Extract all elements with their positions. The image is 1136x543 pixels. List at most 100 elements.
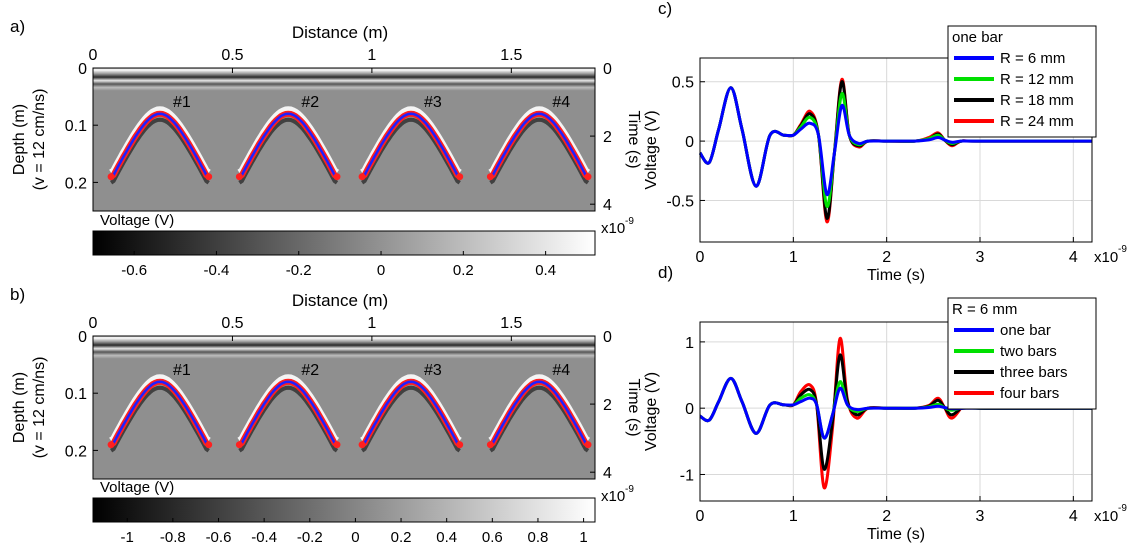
bar-label-1: #1: [173, 94, 191, 111]
y2-exponent-power: -9: [625, 484, 634, 495]
colorbar: [92, 230, 596, 256]
hyperbola-4-fit-blue: [489, 112, 589, 178]
hyperbola-3-end-right: [456, 441, 464, 449]
y2-tick-label: 4: [603, 465, 612, 482]
panel-label: a): [10, 17, 25, 36]
y2-axis-title: Time (s): [625, 110, 642, 168]
x-tick-label: 0: [89, 315, 98, 332]
hyperbola-4-end-left: [486, 441, 494, 449]
legend-label-1: one bar: [1000, 322, 1051, 339]
bar-label-3: #3: [424, 362, 442, 379]
y2-tick-label: 2: [603, 397, 612, 414]
y-tick-label: 0.1: [65, 386, 87, 403]
hyperbola-2-fit-blue: [238, 112, 338, 178]
x-exponent-power: -9: [1118, 503, 1127, 514]
y-axis-subtitle: (v = 12 cm/ns): [31, 89, 48, 191]
y-axis-title: Depth (m): [11, 372, 28, 443]
direct-wave-band: [93, 68, 595, 91]
x-tick-label: 1: [789, 249, 798, 266]
x-tick-label: 0.5: [221, 315, 243, 332]
colorbar: [92, 497, 596, 523]
bar-label-2: #2: [301, 94, 319, 111]
hyperbola-1-end-right: [205, 173, 213, 181]
colorbar-tick-label: -0.4: [251, 529, 277, 543]
x-exponent: x10: [1094, 508, 1118, 525]
legend-box: [947, 25, 1097, 138]
legend-label-3: three bars: [1000, 364, 1068, 381]
x-tick-label: 0: [696, 508, 705, 525]
panel-d: d) 0 1 2 3 4 -1 0 1 Time (s) Voltage (V) x10 -9 R = 6…: [643, 263, 1127, 543]
x-tick-label: 3: [976, 249, 985, 266]
hyperbola-1-end-left: [107, 173, 115, 181]
bar-label-4: #4: [552, 94, 570, 111]
colorbar-tick-label: 0.4: [535, 262, 556, 279]
y2-tick-label: 0: [603, 61, 612, 78]
panel-c: c) 0 1 2 3 4 -0.5 0 0.5 Time (s) Voltage (V) x10 -9 o…: [643, 0, 1127, 284]
y2-exponent: x10: [601, 220, 625, 237]
colorbar-tick-label: 0: [351, 529, 359, 543]
y-tick-label: 0.1: [65, 118, 87, 135]
hyperbola-1-fit-blue: [110, 380, 210, 446]
colorbar-tick-label: 1: [579, 529, 587, 543]
x-tick-label: 1.5: [500, 47, 522, 64]
y2-exponent-power: -9: [625, 216, 634, 227]
plot-frame: [699, 57, 1093, 243]
y-axis-subtitle: (v = 12 cm/ns): [31, 357, 48, 459]
colorbar-tick-label: -1: [121, 529, 134, 543]
x-axis-title: Distance (m): [292, 23, 388, 42]
x-axis-title: Distance (m): [292, 291, 388, 310]
hyperbola-3-end-left: [358, 173, 366, 181]
x-tick-label: 2: [882, 249, 891, 266]
y-tick-label: -1: [680, 467, 694, 484]
legend-label-1: R = 6 mm: [1000, 50, 1065, 67]
direct-wave-band: [93, 336, 595, 359]
x-tick-label: 1.5: [500, 315, 522, 332]
hyperbola-4-end-right: [584, 173, 592, 181]
plot-frame: [699, 321, 1093, 502]
series-line-1: [698, 86, 1092, 197]
legend-box: [947, 297, 1097, 410]
hyperbola-2-end-left: [235, 173, 243, 181]
y2-tick-label: 4: [603, 197, 612, 214]
plot-frame: [92, 335, 596, 480]
panel-b: b) Distance (m) #1 #2 #3 #4 0 0.5 1 1.5 0 0.1 0.2 Dep…: [10, 285, 642, 543]
colorbar-tick-label: 0.8: [528, 529, 549, 543]
x-tick-label: 0: [696, 249, 705, 266]
hyperbola-2-fit-blue: [238, 380, 338, 446]
y2-tick-label: 0: [603, 329, 612, 346]
hyperbola-4-fit-blue: [489, 380, 589, 446]
legend-label-2: R = 12 mm: [1000, 71, 1074, 88]
hyperbola-2-end-right: [333, 173, 341, 181]
x-tick-label: 4: [1069, 508, 1078, 525]
hyperbola-4-end-right: [584, 441, 592, 449]
x-tick-label: 4: [1069, 249, 1078, 266]
bar-label-1: #1: [173, 362, 191, 379]
hyperbola-1-end-right: [205, 441, 213, 449]
y-tick-label: 0: [78, 61, 87, 78]
colorbar-tick-label: -0.4: [204, 262, 230, 279]
x-axis-title: Time (s): [867, 526, 925, 543]
colorbar-tick-label: -0.2: [286, 262, 312, 279]
y-tick-label: 1: [685, 335, 694, 352]
series-line-1: [699, 376, 1092, 440]
y2-axis-title: Time (s): [625, 378, 642, 436]
y2-exponent: x10: [601, 488, 625, 505]
legend-label-4: four bars: [1000, 385, 1059, 402]
y-tick-label: 0: [685, 401, 694, 418]
legend-title: one bar: [952, 29, 1003, 46]
colorbar-tick-label: -0.2: [297, 529, 323, 543]
x-tick-label: 0: [89, 47, 98, 64]
x-tick-label: 0.5: [221, 47, 243, 64]
bar-label-4: #4: [552, 362, 570, 379]
bar-label-3: #3: [424, 94, 442, 111]
hyperbola-4-end-left: [486, 173, 494, 181]
panel-label: d): [658, 263, 673, 282]
y2-tick-label: 2: [603, 129, 612, 146]
legend-label-3: R = 18 mm: [1000, 92, 1074, 109]
y-tick-label: 0: [78, 329, 87, 346]
y-tick-label: -0.5: [666, 193, 694, 210]
colorbar-title: Voltage (V): [100, 479, 174, 496]
x-tick-label: 3: [976, 508, 985, 525]
y-tick-label: 0: [685, 134, 694, 151]
